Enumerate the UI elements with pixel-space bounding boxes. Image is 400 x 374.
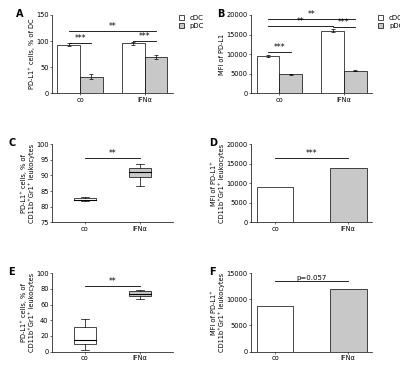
Text: F: F [209,267,216,277]
Text: ***: *** [306,149,318,158]
Y-axis label: MFI of PD-L1⁺
CD11b⁺Gr1⁺ leukocytes: MFI of PD-L1⁺ CD11b⁺Gr1⁺ leukocytes [211,144,225,223]
Bar [145,57,167,93]
Text: **: ** [108,22,116,31]
Text: C: C [8,138,16,148]
Bar [330,168,366,223]
Text: **: ** [108,149,116,158]
Bar [257,306,293,352]
Bar [129,291,151,296]
Bar [344,71,366,93]
Bar [122,43,145,93]
Bar [279,74,302,93]
Text: E: E [8,267,15,277]
Legend: cDC, pDC: cDC, pDC [378,15,400,29]
Bar [74,198,96,200]
Bar [74,327,96,344]
Text: ***: *** [274,43,285,52]
Text: B: B [218,9,225,19]
Y-axis label: PD-L1⁺ cells, % of DC: PD-L1⁺ cells, % of DC [28,19,34,89]
Text: **: ** [308,10,316,19]
Bar [330,289,366,352]
Text: p=0.057: p=0.057 [296,275,327,281]
Y-axis label: PD-L1⁺ cells, % of
CD11b⁺Gr1⁺ leukocytes: PD-L1⁺ cells, % of CD11b⁺Gr1⁺ leukocytes [20,144,34,223]
Text: A: A [16,9,23,19]
Bar [129,168,151,177]
Text: ***: *** [338,18,350,27]
Text: D: D [209,138,217,148]
Text: ***: *** [74,34,86,43]
Bar [257,56,279,93]
Legend: cDC, pDC: cDC, pDC [179,15,204,29]
Text: **: ** [108,277,116,286]
Y-axis label: MFI of PD-L1: MFI of PD-L1 [219,34,225,75]
Bar [257,187,293,223]
Bar [80,77,103,93]
Text: ***: *** [139,32,150,41]
Y-axis label: PD-L1⁺ cells, % of
CD11b⁺Gr1⁺ leukocytes: PD-L1⁺ cells, % of CD11b⁺Gr1⁺ leukocytes [20,273,34,352]
Bar [321,31,344,93]
Text: **: ** [296,17,304,26]
Y-axis label: MFI of PD-L1⁺
CD11b⁺Gr1⁺ leukocytes: MFI of PD-L1⁺ CD11b⁺Gr1⁺ leukocytes [211,273,225,352]
Bar [58,45,80,93]
